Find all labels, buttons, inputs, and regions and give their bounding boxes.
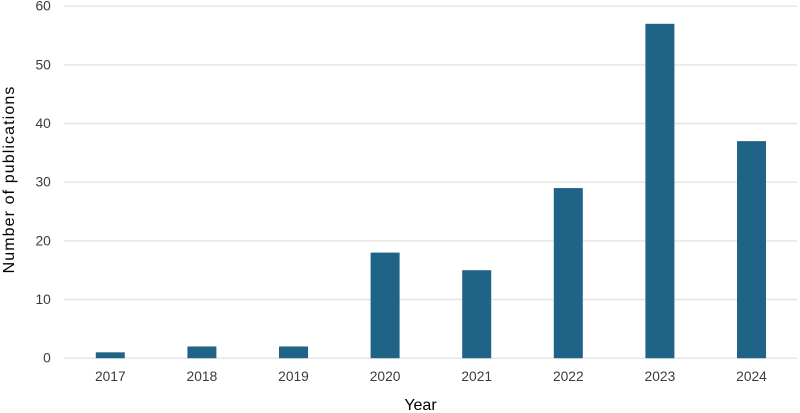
svg-text:0: 0 xyxy=(43,351,51,366)
svg-text:Year: Year xyxy=(404,397,437,413)
svg-text:60: 60 xyxy=(35,0,51,14)
svg-text:40: 40 xyxy=(35,116,51,131)
svg-text:10: 10 xyxy=(35,292,51,307)
svg-text:50: 50 xyxy=(35,57,51,72)
svg-text:30: 30 xyxy=(35,175,51,190)
svg-text:2023: 2023 xyxy=(645,369,676,384)
svg-text:2020: 2020 xyxy=(370,369,401,384)
svg-text:2017: 2017 xyxy=(95,369,126,384)
svg-text:2022: 2022 xyxy=(553,369,584,384)
svg-text:2019: 2019 xyxy=(278,369,309,384)
svg-text:2018: 2018 xyxy=(187,369,218,384)
svg-text:20: 20 xyxy=(35,233,51,248)
svg-text:2024: 2024 xyxy=(736,369,767,384)
svg-text:Number of publications: Number of publications xyxy=(1,86,18,274)
svg-text:2021: 2021 xyxy=(461,369,492,384)
